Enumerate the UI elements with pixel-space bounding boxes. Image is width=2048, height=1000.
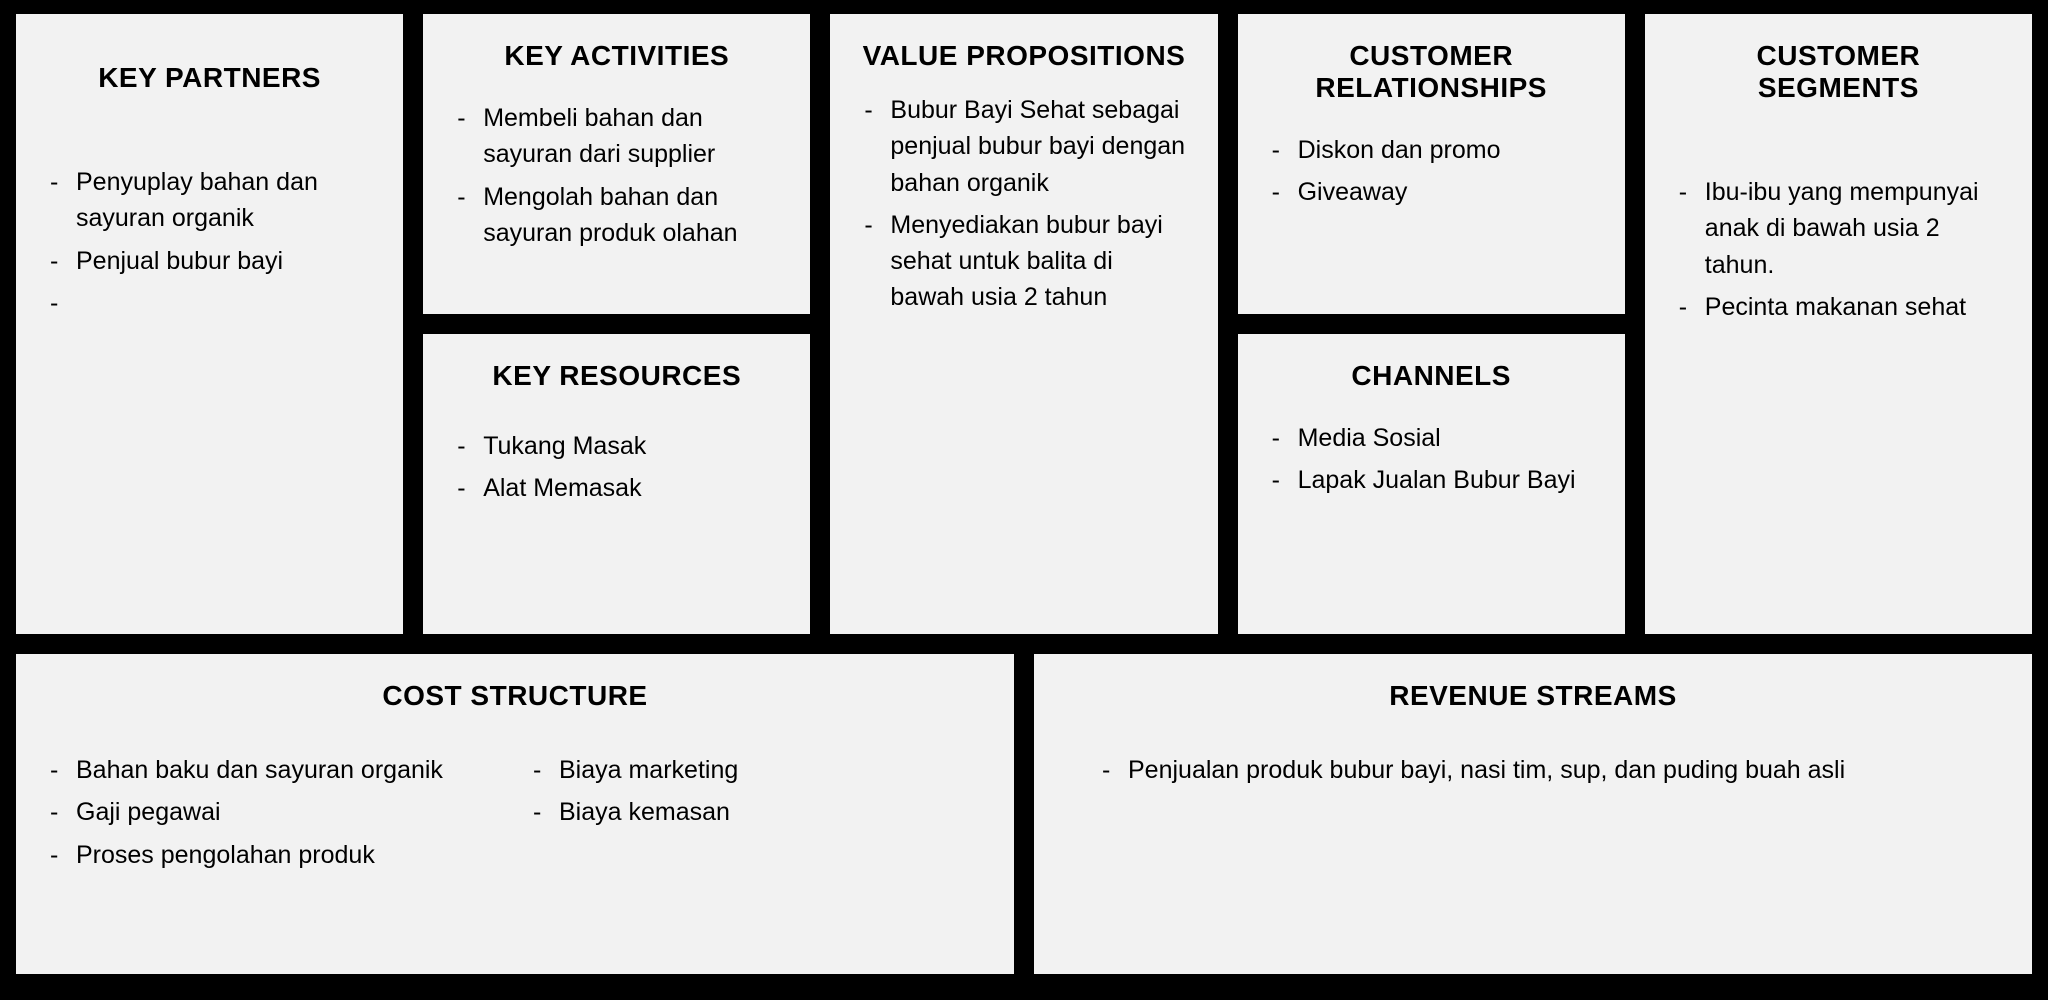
list-item: Proses pengolahan produk: [50, 837, 503, 873]
list-key-activities: Membeli bahan dan sayuran dari supplierM…: [451, 100, 782, 251]
box-key-resources: KEY RESOURCES Tukang Masak Alat Memasak: [423, 334, 810, 634]
list-item: Media Sosial: [1272, 420, 1597, 456]
box-customer-relationships: CUSTOMER RELATIONSHIPS Diskon dan promo G…: [1238, 14, 1625, 314]
cost-two-col: Bahan baku dan sayuran organik Gaji pegaw…: [44, 752, 986, 879]
list-item: Biaya kemasan: [533, 794, 986, 830]
list-item: Penjual bubur bayi: [50, 243, 375, 279]
list-item: Menyediakan bubur bayi sehat untuk balit…: [864, 207, 1189, 316]
title-value-propositions: VALUE PROPOSITIONS: [858, 40, 1189, 72]
list-key-resources: Tukang Masak Alat Memasak: [451, 428, 782, 507]
title-customer-relationships: CUSTOMER RELATIONSHIPS: [1266, 40, 1597, 104]
box-key-activities: KEY ACTIVITIES Membeli bahan dan sayuran…: [423, 14, 810, 314]
list-item: Penjualan produk bubur bayi, nasi tim, s…: [1102, 752, 2004, 788]
list-item: Pecinta makanan sehat: [1679, 289, 2004, 325]
box-key-partners: KEY PARTNERS Penyuplay bahan dan sayuran…: [16, 14, 403, 634]
box-cost-structure: COST STRUCTURE Bahan baku dan sayuran or…: [16, 654, 1014, 974]
title-customer-segments: CUSTOMER SEGMENTS: [1673, 40, 2004, 104]
list-value-propositions: Bubur Bayi Sehat sebagai penjual bubur b…: [858, 92, 1189, 316]
list-key-partners: Penyuplay bahan dan sayuran organik Penju…: [44, 164, 375, 279]
list-channels: Media Sosial Lapak Jualan Bubur Bayi: [1266, 420, 1597, 499]
list-item: Alat Memasak: [457, 470, 782, 506]
list-revenue-streams: Penjualan produk bubur bayi, nasi tim, s…: [1062, 752, 2004, 788]
box-value-propositions: VALUE PROPOSITIONS Bubur Bayi Sehat seba…: [830, 14, 1217, 634]
box-revenue-streams: REVENUE STREAMS Penjualan produk bubur b…: [1034, 654, 2032, 974]
title-revenue-streams: REVENUE STREAMS: [1062, 680, 2004, 712]
col-activities-resources: KEY ACTIVITIES Membeli bahan dan sayuran…: [423, 14, 810, 634]
list-item: Biaya marketing: [533, 752, 986, 788]
list-item: Penyuplay bahan dan sayuran organik: [50, 164, 375, 237]
title-key-activities: KEY ACTIVITIES: [451, 40, 782, 72]
list-item: Giveaway: [1272, 174, 1597, 210]
list-item: Lapak Jualan Bubur Bayi: [1272, 462, 1597, 498]
list-item: Mengolah bahan dan sayuran produk olahan: [457, 179, 782, 252]
title-key-resources: KEY RESOURCES: [451, 360, 782, 392]
list-cost-right: Biaya marketing Biaya kemasan: [527, 752, 986, 879]
list-item: Membeli bahan dan sayuran dari supplier: [457, 100, 782, 173]
list-customer-segments: Ibu-ibu yang mempunyai anak di bawah usi…: [1673, 174, 2004, 325]
box-customer-segments: CUSTOMER SEGMENTS Ibu-ibu yang mempunyai…: [1645, 14, 2032, 634]
list-cost-left: Bahan baku dan sayuran organik Gaji pegaw…: [44, 752, 503, 879]
col-relationships-channels: CUSTOMER RELATIONSHIPS Diskon dan promo G…: [1238, 14, 1625, 634]
list-item: Ibu-ibu yang mempunyai anak di bawah usi…: [1679, 174, 2004, 283]
list-item: Tukang Masak: [457, 428, 782, 464]
box-channels: CHANNELS Media Sosial Lapak Jualan Bubur …: [1238, 334, 1625, 634]
title-channels: CHANNELS: [1266, 360, 1597, 392]
list-item: Bubur Bayi Sehat sebagai penjual bubur b…: [864, 92, 1189, 201]
title-key-partners: KEY PARTNERS: [44, 54, 375, 94]
list-item: Bahan baku dan sayuran organik: [50, 752, 503, 788]
list-customer-relationships: Diskon dan promo Giveaway: [1266, 132, 1597, 211]
list-item: Diskon dan promo: [1272, 132, 1597, 168]
list-item: Gaji pegawai: [50, 794, 503, 830]
title-cost-structure: COST STRUCTURE: [44, 680, 986, 712]
bmc-canvas: KEY PARTNERS Penyuplay bahan dan sayuran…: [16, 14, 2032, 986]
